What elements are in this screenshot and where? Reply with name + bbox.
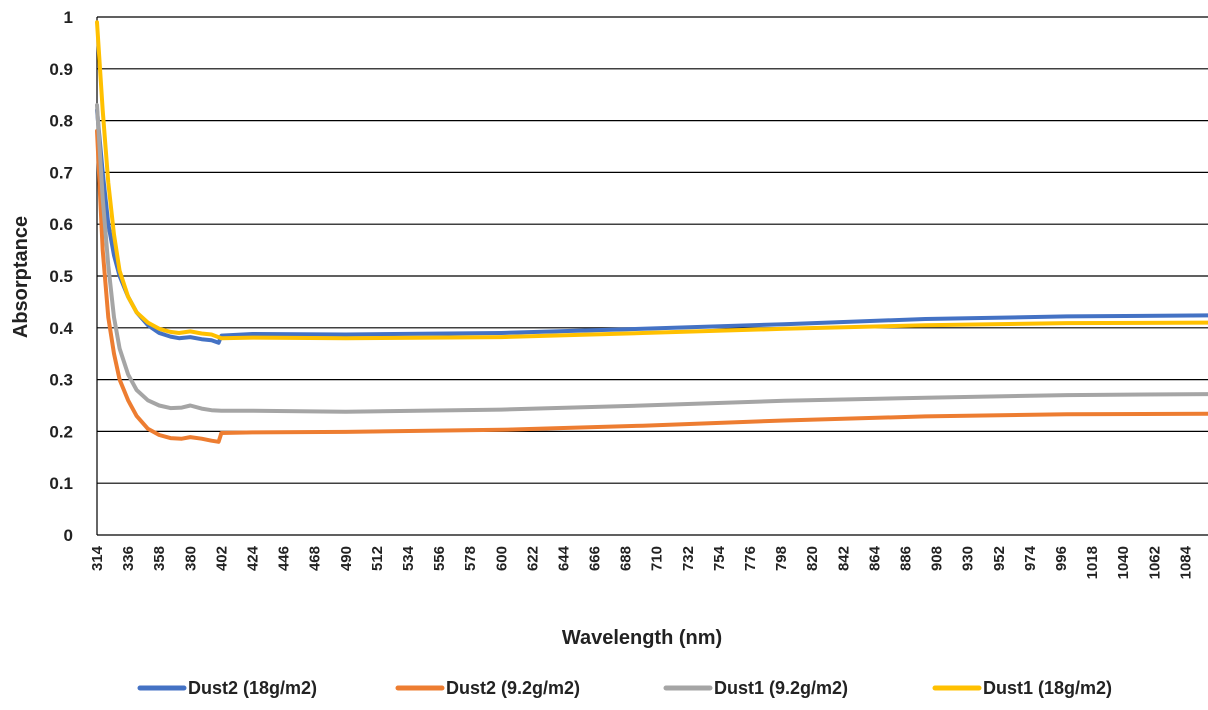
x-tick-label-24: 842 — [835, 546, 852, 571]
x-tick-label-11: 556 — [431, 546, 448, 571]
series-line-3 — [95, 20, 1208, 341]
legend-label-0: Dust2 (18g/m2) — [188, 678, 317, 698]
x-axis-title: Wavelength (nm) — [562, 627, 722, 649]
legend-label-1: Dust2 (9.2g/m2) — [446, 678, 580, 698]
x-tick-labels: 314 336 358 380 402 424 446 468 490 512 534 556 578 6… — [89, 545, 1194, 579]
x-tick-label-30: 974 — [1022, 545, 1039, 571]
x-tick-label-32: 1018 — [1084, 546, 1101, 579]
y-tick-label-0: 0 — [64, 526, 73, 545]
x-tick-label-27: 908 — [929, 546, 946, 571]
y-tick-label-5: 0.5 — [49, 267, 73, 286]
x-tick-label-16: 666 — [587, 546, 604, 571]
y-tick-label-8: 0.8 — [49, 112, 73, 131]
x-tick-label-6: 446 — [276, 546, 293, 571]
x-tick-label-25: 864 — [866, 545, 883, 571]
x-tick-label-23: 820 — [804, 546, 821, 571]
y-tick-label-3: 0.3 — [49, 371, 73, 390]
series-lines — [95, 20, 1208, 444]
y-tick-label-2: 0.2 — [49, 422, 73, 441]
x-tick-label-4: 402 — [213, 546, 230, 571]
x-tick-label-21: 776 — [742, 546, 759, 571]
x-tick-label-1: 336 — [120, 546, 137, 571]
series-line-1 — [95, 129, 1208, 444]
x-tick-label-7: 468 — [307, 546, 324, 571]
x-tick-label-14: 622 — [524, 546, 541, 571]
x-tick-label-33: 1040 — [1115, 546, 1132, 579]
y-tick-labels: 0 0.1 0.2 0.3 0.4 0.5 0.6 0.7 0.8 0.9 1 — [49, 8, 73, 545]
x-tick-label-2: 358 — [151, 546, 168, 571]
legend: Dust2 (18g/m2) Dust2 (9.2g/m2) Dust1 (9.2g… — [137, 678, 1112, 698]
y-tick-label-10: 1 — [64, 8, 73, 27]
y-tick-label-9: 0.9 — [49, 60, 73, 79]
x-tick-label-13: 600 — [493, 546, 510, 571]
x-tick-label-22: 798 — [773, 546, 790, 571]
x-tick-label-35: 1084 — [1177, 545, 1194, 579]
x-tick-label-20: 754 — [711, 545, 728, 571]
gridlines — [97, 16, 1208, 536]
y-tick-label-6: 0.6 — [49, 215, 73, 234]
x-tick-label-29: 952 — [991, 546, 1008, 571]
x-tick-label-26: 886 — [898, 546, 915, 571]
legend-label-3: Dust1 (18g/m2) — [983, 678, 1112, 698]
x-tick-label-34: 1062 — [1146, 546, 1163, 579]
series-line-0 — [95, 108, 1208, 345]
x-tick-label-9: 512 — [369, 546, 386, 571]
legend-label-2: Dust1 (9.2g/m2) — [714, 678, 848, 698]
series-line-2 — [95, 103, 1208, 414]
x-tick-label-5: 424 — [245, 545, 262, 571]
x-tick-label-18: 710 — [649, 546, 666, 571]
x-tick-label-17: 688 — [618, 546, 635, 571]
x-tick-label-10: 534 — [400, 545, 417, 571]
y-tick-label-7: 0.7 — [49, 163, 73, 182]
y-axis-title: Absorptance — [10, 216, 32, 338]
x-tick-label-31: 996 — [1053, 546, 1070, 571]
x-tick-label-19: 732 — [680, 546, 697, 571]
x-tick-label-28: 930 — [960, 546, 977, 571]
x-tick-label-15: 644 — [556, 545, 573, 571]
x-tick-label-8: 490 — [338, 546, 355, 571]
y-tick-label-4: 0.4 — [49, 319, 73, 338]
x-tick-label-0: 314 — [89, 545, 106, 571]
x-tick-label-12: 578 — [462, 546, 479, 571]
x-tick-label-3: 380 — [182, 546, 199, 571]
y-tick-label-1: 0.1 — [49, 474, 73, 493]
